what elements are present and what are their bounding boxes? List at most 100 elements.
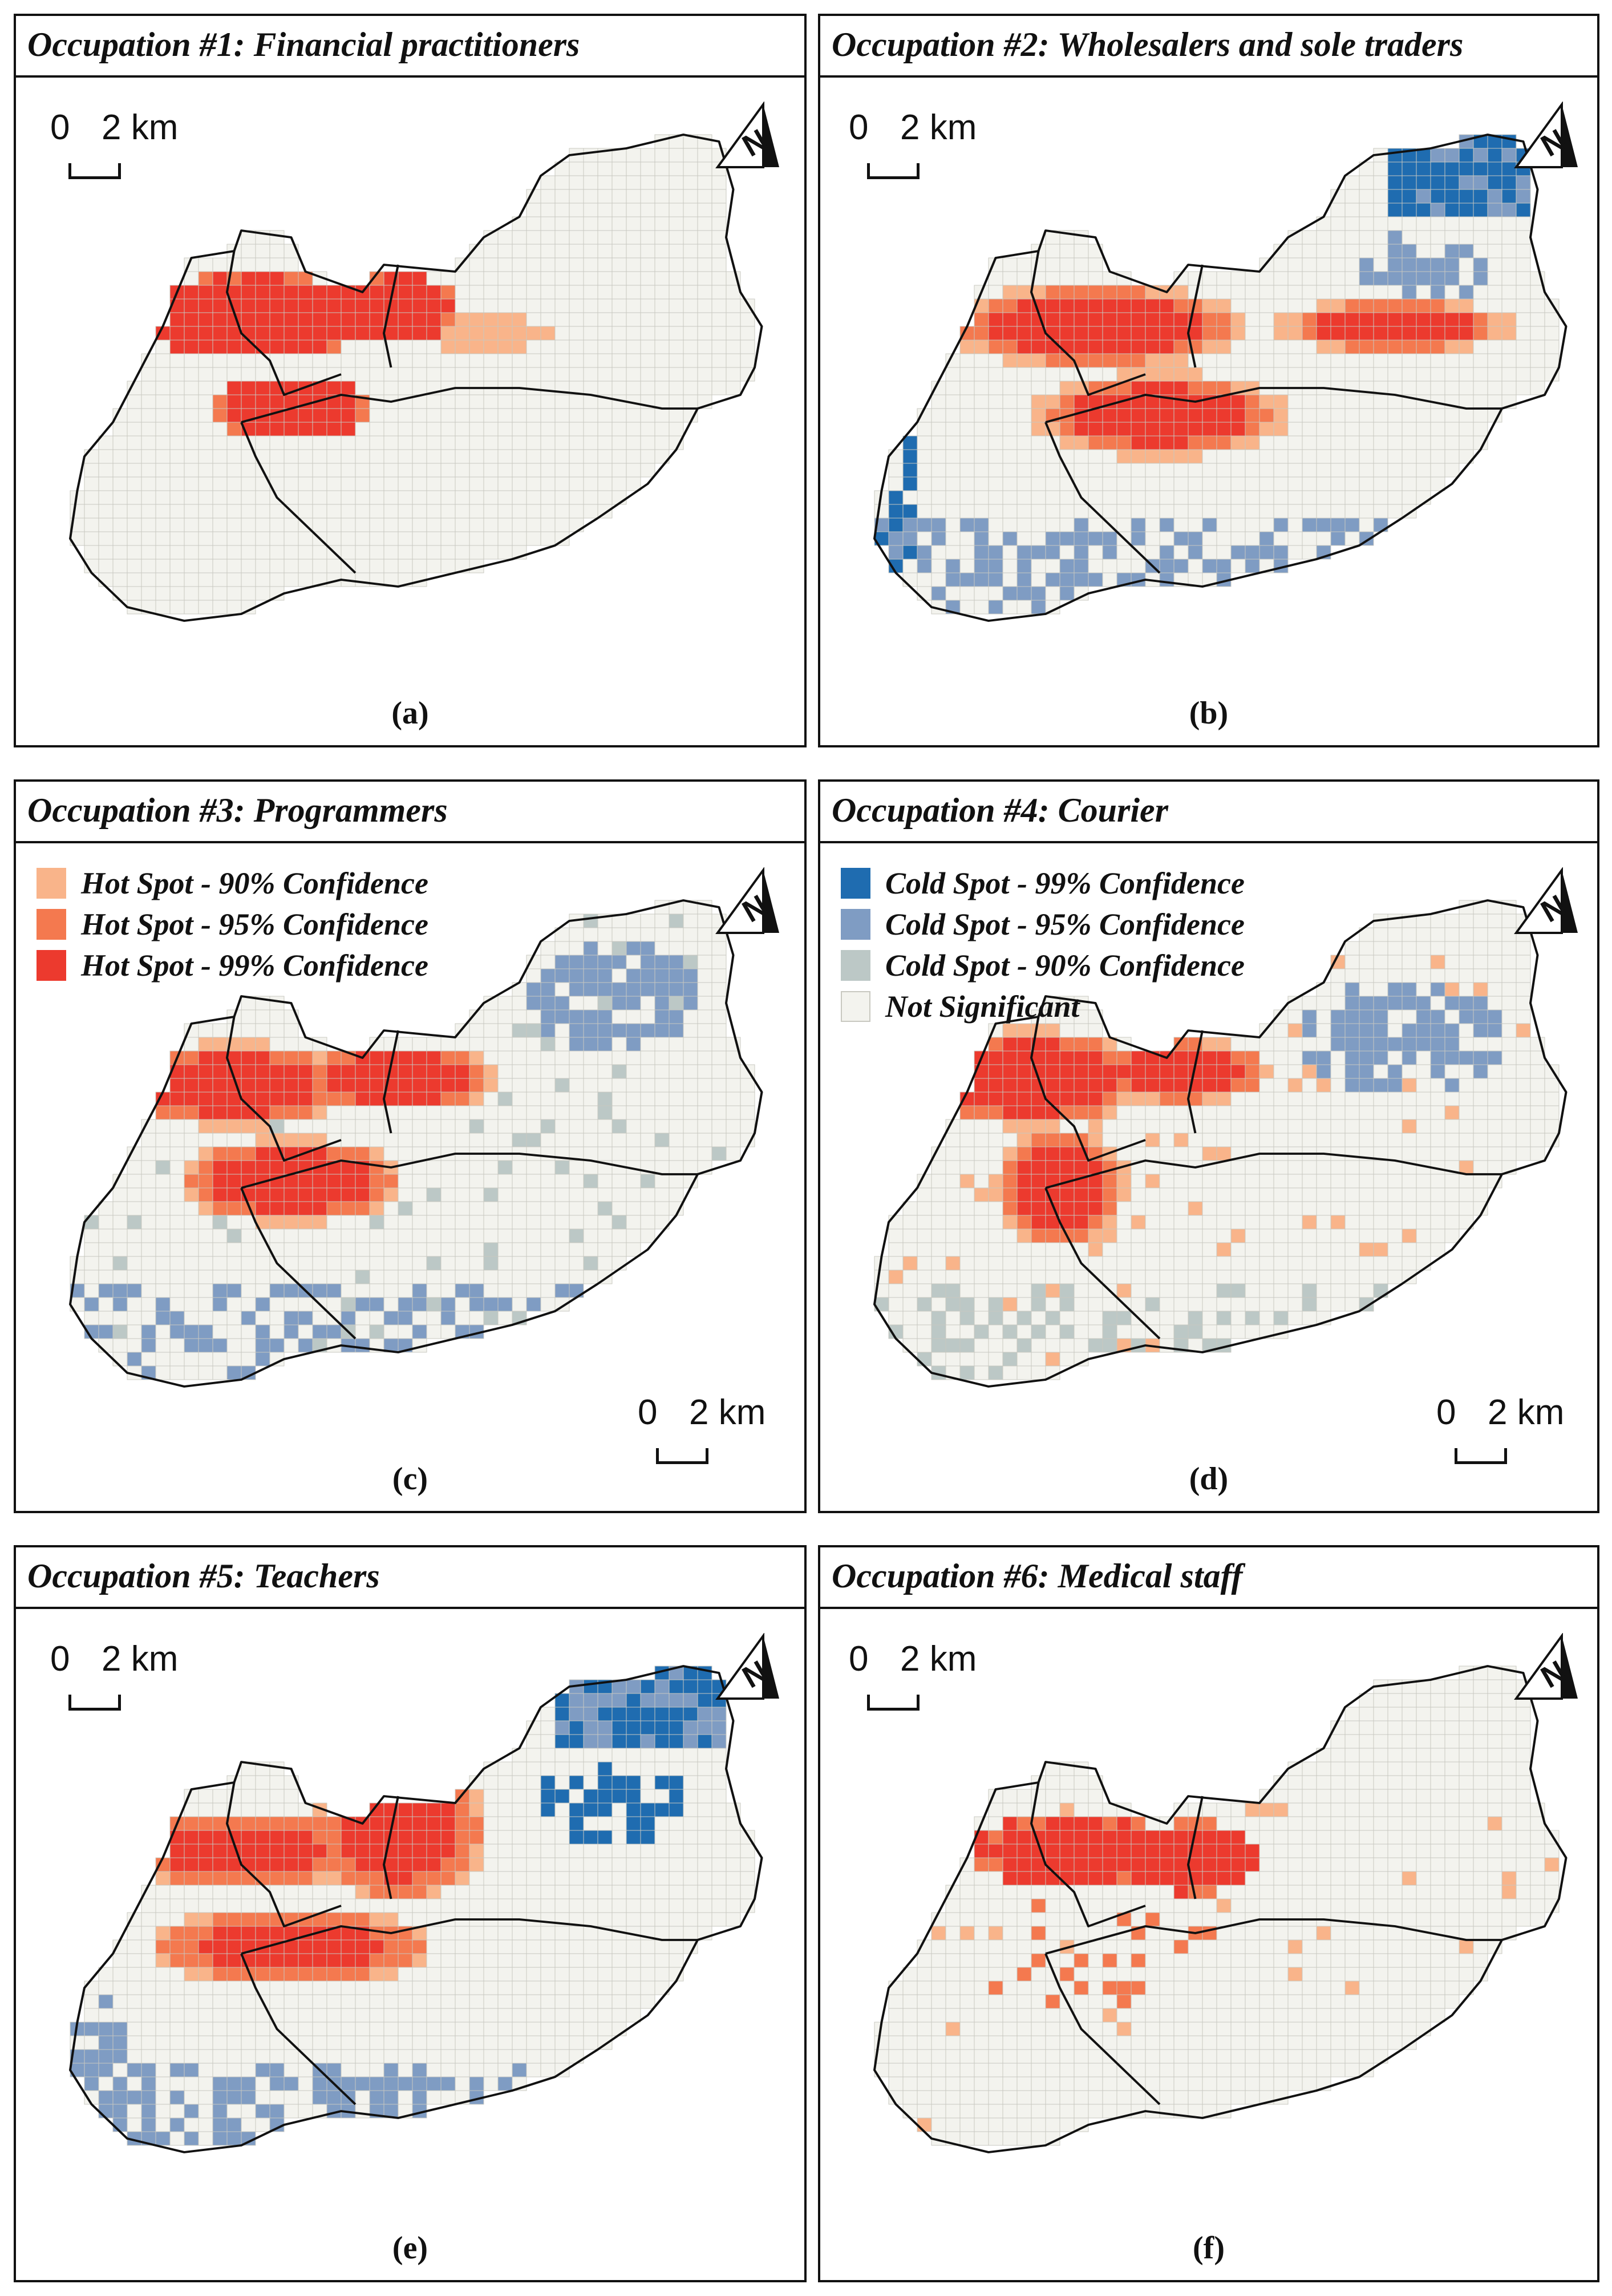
grid-cell xyxy=(1416,408,1431,423)
grid-cell xyxy=(1430,941,1445,956)
grid-cell xyxy=(669,1830,684,1845)
grid-cell-hot-90 xyxy=(1031,353,1046,368)
grid-cell xyxy=(1045,1297,1060,1312)
grid-cell-hot-99 xyxy=(1074,339,1089,354)
grid-cell-hot-99 xyxy=(1145,1078,1160,1093)
grid-cell-cold-95 xyxy=(212,1338,228,1353)
district-boundary xyxy=(383,264,399,368)
grid-cell xyxy=(611,175,627,190)
grid-cell xyxy=(1131,1283,1146,1298)
grid-cell-hot-95 xyxy=(1430,339,1445,354)
grid-cell xyxy=(512,490,527,505)
grid-cell-cold-99 xyxy=(540,1802,556,1817)
grid-cell-cold-95 xyxy=(1373,1078,1388,1093)
grid-cell xyxy=(683,1871,698,1886)
grid-cell xyxy=(1287,408,1303,423)
grid-cell xyxy=(1230,1297,1246,1312)
grid-cell-hot-95 xyxy=(1473,312,1488,327)
grid-cell xyxy=(1344,1242,1360,1257)
grid-cell-hot-95 xyxy=(155,1939,171,1954)
grid-cell xyxy=(1216,353,1232,368)
grid-cell xyxy=(1430,1174,1445,1189)
grid-cell-cold-99 xyxy=(902,504,918,519)
grid-cell xyxy=(1344,381,1360,395)
grid-cell-hot-99 xyxy=(269,271,285,286)
grid-cell xyxy=(369,504,384,519)
grid-cell xyxy=(1259,476,1274,491)
grid-cell xyxy=(241,1297,256,1312)
grid-cell xyxy=(1002,572,1018,587)
grid-cell xyxy=(98,531,114,546)
grid-cell xyxy=(483,1898,499,1913)
grid-cell xyxy=(1387,504,1403,519)
grid-cell xyxy=(1402,927,1417,942)
grid-cell-hot-95 xyxy=(184,1050,199,1065)
grid-cell xyxy=(141,1256,156,1271)
grid-cell xyxy=(988,285,1003,300)
grid-cell xyxy=(1473,1092,1488,1106)
grid-cell-cold-95 xyxy=(169,1311,185,1325)
grid-cell xyxy=(455,1105,470,1120)
grid-cell-cold-95 xyxy=(626,982,641,997)
grid-cell xyxy=(683,312,698,327)
grid-cell-cold-95 xyxy=(497,1297,513,1312)
grid-cell xyxy=(241,1009,256,1024)
grid-cell xyxy=(1359,1256,1374,1271)
grid-cell xyxy=(341,1885,356,1899)
grid-cell xyxy=(1016,1270,1032,1284)
grid-cell xyxy=(1202,463,1217,478)
grid-cell-hot-99 xyxy=(1088,422,1103,436)
grid-cell xyxy=(184,408,199,423)
grid-cell xyxy=(669,927,684,942)
grid-cell xyxy=(1287,367,1303,382)
grid-cell-hot-95 xyxy=(212,394,228,409)
grid-cell xyxy=(540,175,556,190)
grid-cell xyxy=(988,1119,1003,1134)
grid-cell xyxy=(569,1898,584,1913)
grid-cell xyxy=(1273,353,1289,368)
grid-cell xyxy=(512,1816,527,1831)
grid-cell xyxy=(497,285,513,300)
grid-cell xyxy=(1473,1119,1488,1134)
grid-cell-hot-95 xyxy=(241,1871,256,1886)
grid-cell xyxy=(141,1146,156,1161)
grid-cell-hot-90 xyxy=(1002,1119,1018,1134)
grid-cell xyxy=(1530,1105,1545,1120)
grid-cell xyxy=(112,1270,128,1284)
grid-cell-cold-95 xyxy=(1316,518,1331,532)
grid-cell xyxy=(483,422,499,436)
grid-cell xyxy=(554,1898,570,1913)
grid-cell xyxy=(412,1898,427,1913)
grid-cell xyxy=(640,1885,655,1899)
grid-cell-hot-99 xyxy=(426,298,442,313)
grid-cell xyxy=(1002,1311,1018,1325)
grid-cell xyxy=(1102,449,1117,464)
grid-cell xyxy=(974,476,989,491)
grid-cell xyxy=(697,175,712,190)
grid-cell-cold-95 xyxy=(412,1297,427,1312)
grid-cell-hot-99 xyxy=(241,1160,256,1175)
grid-cell-cold-99 xyxy=(626,1775,641,1790)
grid-cell xyxy=(455,1898,470,1913)
grid-cell xyxy=(469,504,484,519)
grid-cell-cold-95 xyxy=(155,1311,171,1325)
grid-cell xyxy=(326,435,342,450)
grid-cell-cold-99 xyxy=(1430,175,1445,190)
grid-cell xyxy=(959,1283,975,1298)
grid-cell xyxy=(1416,230,1431,245)
grid-cell xyxy=(1387,968,1403,983)
grid-cell-hot-99 xyxy=(1045,1092,1060,1106)
grid-cell xyxy=(526,1160,541,1175)
grid-cell xyxy=(198,1365,213,1380)
grid-cell xyxy=(1359,518,1374,532)
grid-cell xyxy=(1273,1201,1289,1216)
grid-cell xyxy=(1173,1174,1189,1189)
grid-cell xyxy=(1416,1078,1431,1093)
grid-cell-cold-95 xyxy=(1344,1064,1360,1079)
grid-cell xyxy=(1088,490,1103,505)
grid-cell xyxy=(1530,367,1545,382)
grid-cell xyxy=(1173,1160,1189,1175)
grid-cell xyxy=(1230,1187,1246,1202)
grid-cell xyxy=(1273,449,1289,464)
map-panel-e: Occupation #5: Teachers 0 2 km N (e) xyxy=(14,1545,807,2282)
